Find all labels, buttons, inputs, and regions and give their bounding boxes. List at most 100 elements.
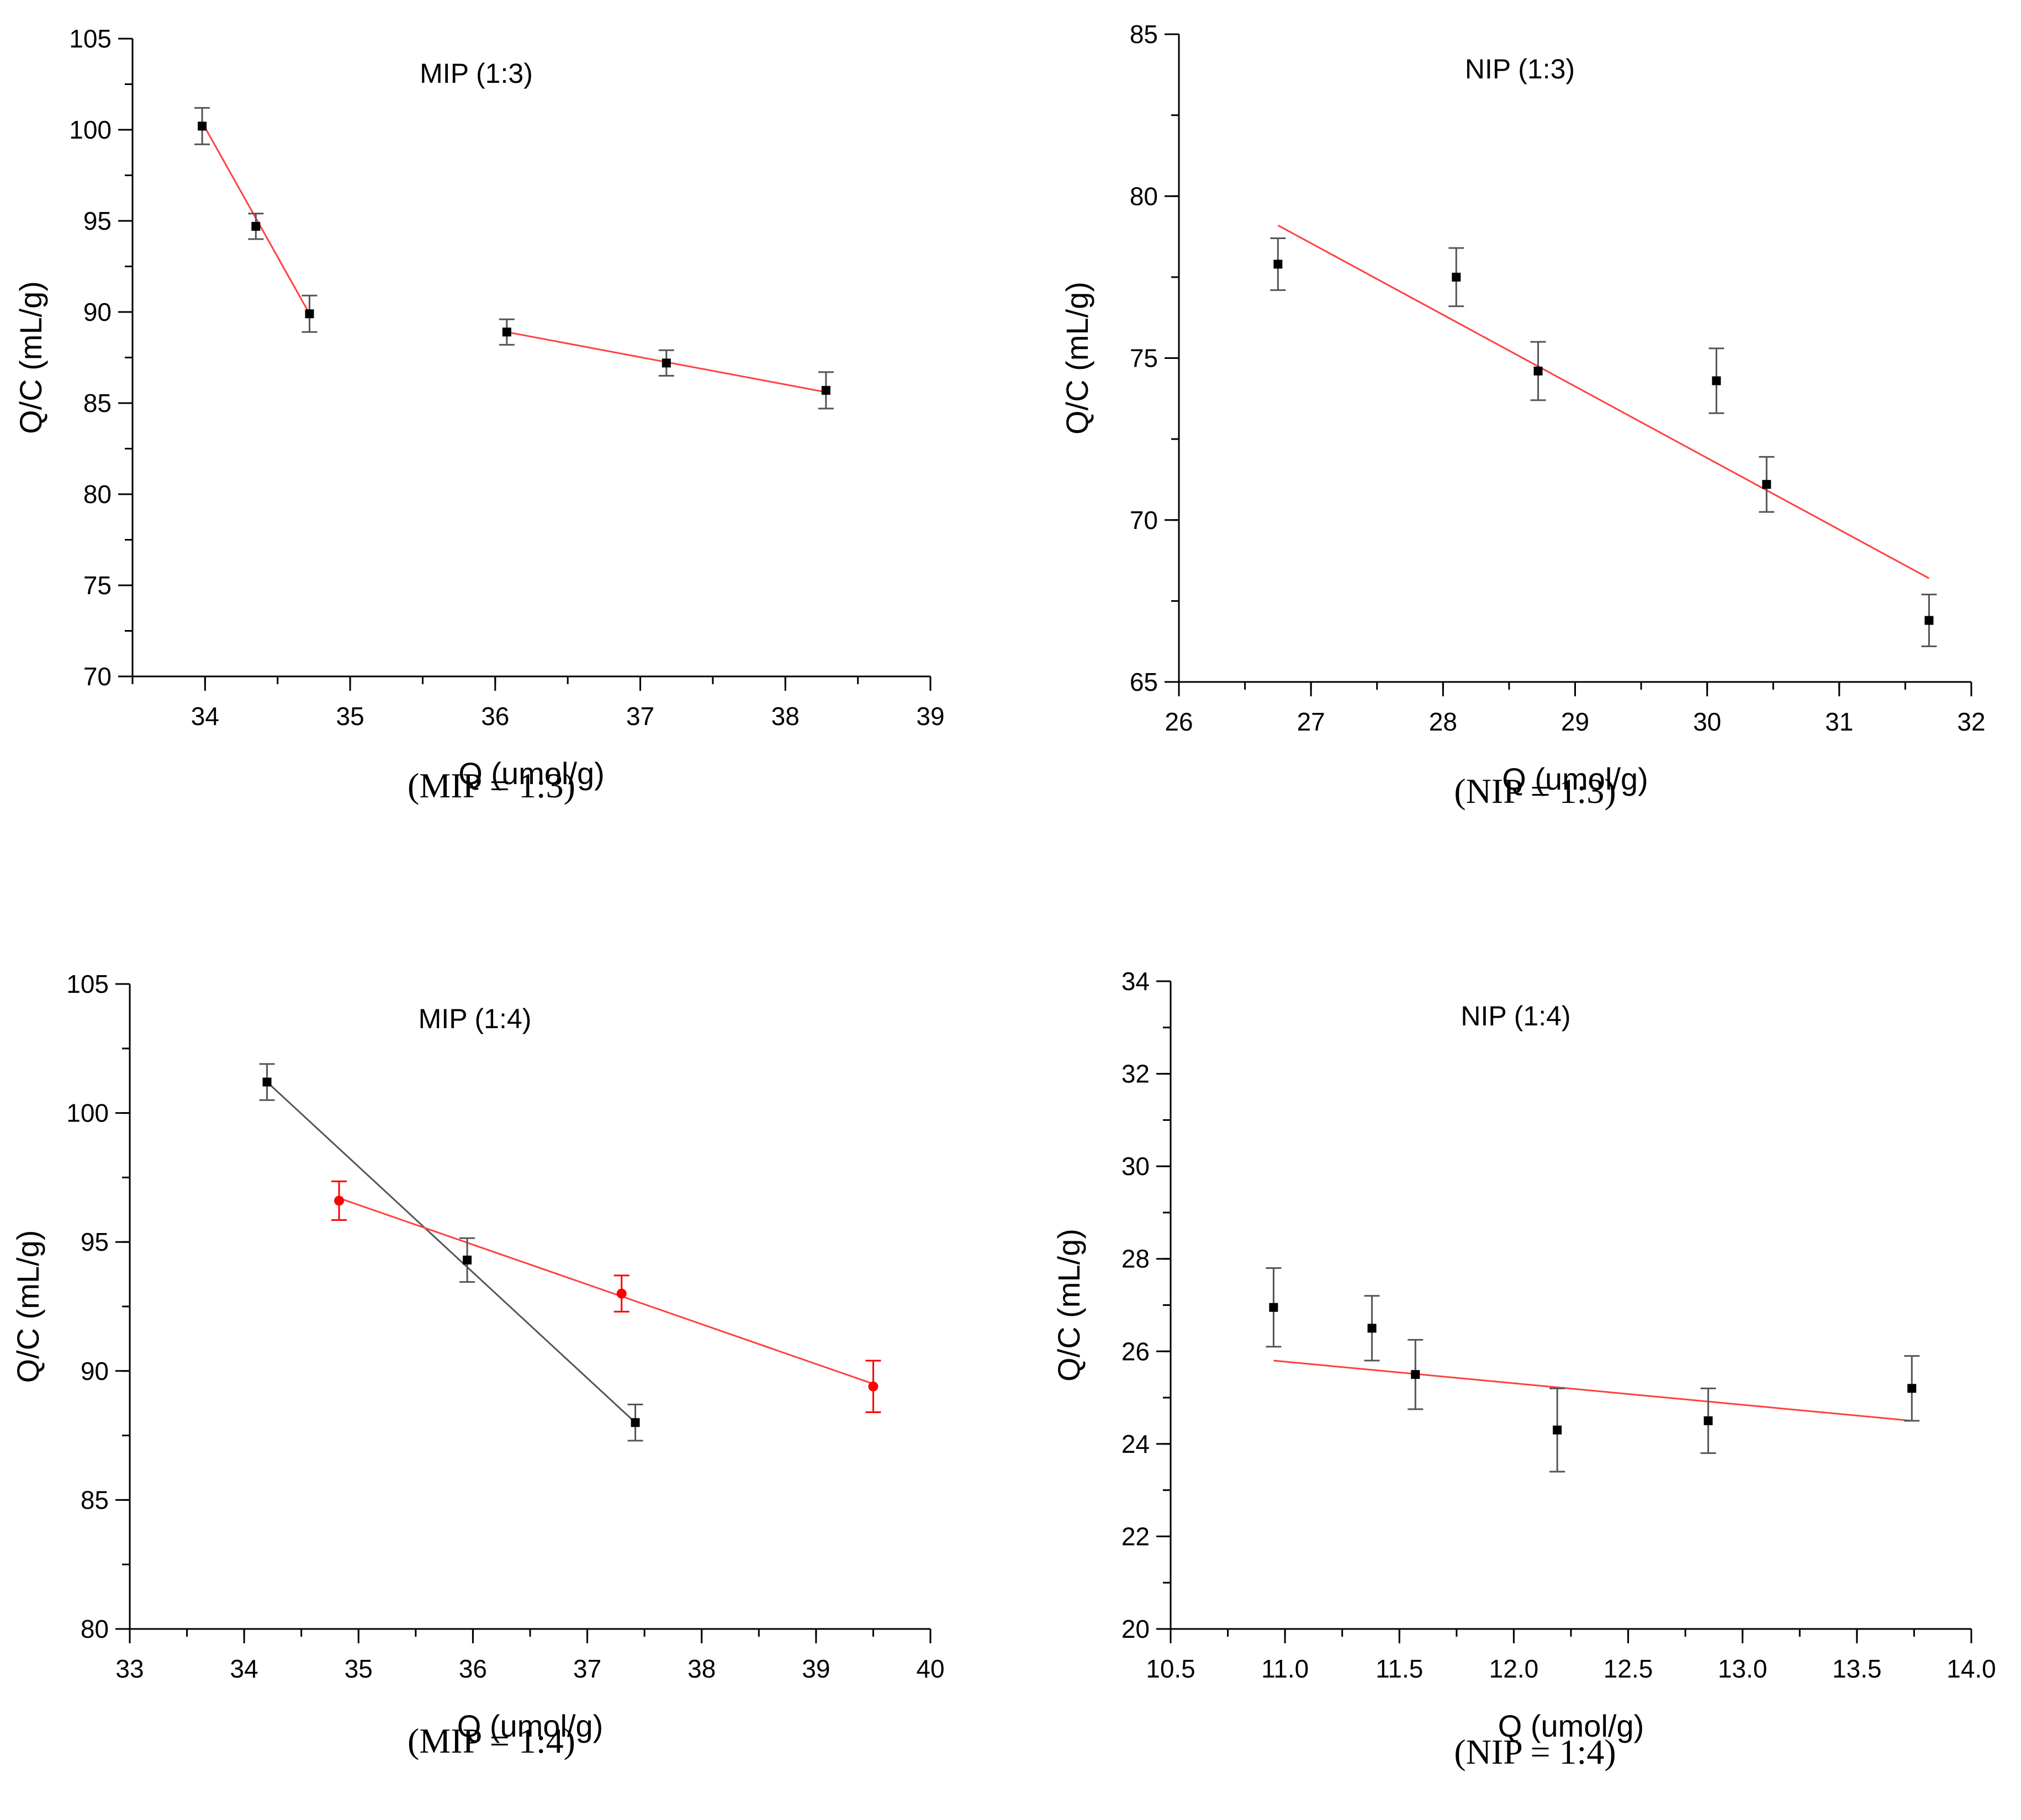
caption-nip-1-3: (NIP = 1:3) [1454,771,1616,811]
y-tick-label-24: 24 [1121,1430,1150,1458]
x-tick-label-35: 35 [345,1654,373,1683]
x-tick-label-29: 29 [1561,707,1589,736]
y-axis-title: Q/C (mL/g) [1051,1229,1086,1382]
data-point-series-2-1 [334,1195,345,1206]
y-tick-label-90: 90 [83,298,112,326]
chart-nip-1-4: 10.5 11.0 11.5 12.0 12.5 13.0 13.5 14.0 20 22 24 26… [1038,965,2004,1806]
data-point-series-1-5 [1762,480,1771,489]
y-tick-label-80: 80 [81,1615,109,1643]
x-tick-label-32: 32 [1957,707,1985,736]
panel-title: NIP (1:3) [1465,54,1575,84]
data-point-series-1-1 [262,1077,272,1087]
x-axis-title: Q (umol/g) [458,756,605,791]
data-point-series-1-1 [1269,1303,1278,1312]
caption-mip-1-3: (MIP = 1:3) [408,766,575,805]
data-point-series-1-6 [1907,1384,1917,1393]
y-tick-label-75: 75 [1130,344,1158,373]
y-tick-label-70: 70 [1130,506,1158,535]
y-tick-label-32: 32 [1121,1060,1150,1088]
x-tick-label-13p0: 13.0 [1718,1654,1768,1683]
y-tick-label-26: 26 [1121,1337,1150,1366]
y-axis-title: Q/C (mL/g) [13,281,48,434]
x-tick-label-12p5: 12.5 [1604,1654,1653,1683]
data-point-series-1-3 [305,309,314,319]
x-tick-label-36: 36 [459,1654,487,1683]
y-tick-label-34: 34 [1121,967,1150,996]
data-point-series-1-6 [1924,616,1934,625]
x-tick-label-37: 37 [573,1654,601,1683]
x-tick-label-36: 36 [481,702,509,731]
x-tick-label-11p0: 11.0 [1261,1654,1309,1683]
data-point-series-1-2 [463,1255,472,1265]
chart-svg: 33 34 35 36 37 38 39 40 80 85 90 95 100 105 Q (umol/g)… [10,970,945,1743]
x-axis-title: Q (umol/g) [1502,761,1648,796]
data-point-series-1-6 [821,385,830,395]
y-tick-label-80: 80 [1130,182,1158,210]
y-tick-label-85: 85 [1130,20,1158,49]
fit-line-1 [1277,224,1930,579]
panel-title: NIP (1:4) [1461,1001,1570,1031]
data-point-series-1-2 [251,221,261,231]
x-tick-label-33: 33 [115,1654,144,1683]
x-tick-label-34: 34 [191,702,219,731]
x-tick-label-35: 35 [336,702,364,731]
y-tick-label-70: 70 [83,662,112,691]
data-point-series-1-3 [631,1418,640,1427]
data-point-series-1-1 [1273,260,1283,269]
y-tick-label-80: 80 [83,480,112,509]
y-tick-label-65: 65 [1130,668,1158,696]
caption-mip-1-4: (MIP = 1:4) [408,1721,575,1760]
data-point-series-2-2 [616,1288,627,1299]
y-tick-label-105: 105 [69,24,112,53]
data-point-series-1-1 [198,121,207,131]
y-tick-label-20: 20 [1121,1615,1150,1643]
caption-nip-1-4: (NIP = 1:4) [1454,1732,1616,1771]
x-tick-label-38: 38 [687,1654,716,1683]
x-tick-label-26: 26 [1165,707,1193,736]
x-tick-label-13p5: 13.5 [1832,1654,1882,1683]
x-tick-label-40: 40 [916,1654,944,1683]
fit-line-2 [338,1197,874,1385]
fit-line-1 [1273,1359,1912,1422]
y-tick-label-28: 28 [1121,1245,1150,1273]
data-point-series-1-2 [1367,1324,1377,1333]
x-tick-label-38: 38 [771,702,800,731]
x-tick-label-34: 34 [230,1654,258,1683]
data-point-series-1-4 [1712,376,1721,385]
y-tick-label-85: 85 [81,1485,109,1514]
x-axis-title: Q (umol/g) [1498,1708,1644,1743]
x-tick-label-27: 27 [1297,707,1325,736]
x-tick-label-39: 39 [802,1654,830,1683]
panel-title: MIP (1:4) [419,1003,532,1034]
chart-nip-1-3: 26 27 28 29 30 31 32 65 70 75 80 85 Q (umol/g) Q/C (m… [1046,18,2004,859]
chart-svg: 10.5 11.0 11.5 12.0 12.5 13.0 13.5 14.0 20 22 24 26… [1051,967,1996,1743]
data-point-series-1-3 [1533,366,1543,375]
data-point-series-1-4 [502,327,511,337]
x-tick-label-37: 37 [626,702,654,731]
panel-title: MIP (1:3) [420,58,533,89]
y-tick-label-85: 85 [83,389,112,417]
x-tick-label-30: 30 [1693,707,1721,736]
x-tick-label-10p5: 10.5 [1146,1654,1195,1683]
x-tick-label-31: 31 [1825,707,1853,736]
y-tick-label-100: 100 [69,115,112,144]
x-tick-label-28: 28 [1429,707,1457,736]
y-tick-label-30: 30 [1121,1152,1150,1181]
y-tick-label-100: 100 [66,1099,109,1128]
chart-svg: 34 35 36 37 38 39 70 75 80 85 90 95 100 105 Q (umol/g)… [13,24,945,791]
x-tick-label-14p0: 14.0 [1946,1654,1996,1683]
x-tick-label-11p5: 11.5 [1375,1654,1423,1683]
x-tick-label-12p0: 12.0 [1489,1654,1539,1683]
data-point-series-1-3 [1411,1370,1420,1379]
y-tick-label-105: 105 [66,970,109,998]
data-point-series-1-2 [1452,272,1461,282]
x-axis-title: Q (umol/g) [457,1708,604,1743]
data-point-series-1-4 [1553,1425,1562,1435]
data-point-series-1-5 [662,358,671,368]
y-tick-label-95: 95 [81,1228,109,1256]
y-axis-title: Q/C (mL/g) [1060,282,1094,435]
chart-mip-1-3: 34 35 36 37 38 39 70 75 80 85 90 95 100 105 Q (umol/g)… [0,22,964,853]
x-tick-label-39: 39 [916,702,944,731]
data-point-series-2-3 [868,1381,879,1392]
